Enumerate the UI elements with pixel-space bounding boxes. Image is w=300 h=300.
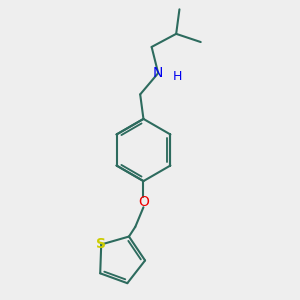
Text: S: S xyxy=(96,238,106,251)
Text: N: N xyxy=(153,66,164,80)
Text: H: H xyxy=(173,70,182,83)
Text: O: O xyxy=(138,195,149,209)
